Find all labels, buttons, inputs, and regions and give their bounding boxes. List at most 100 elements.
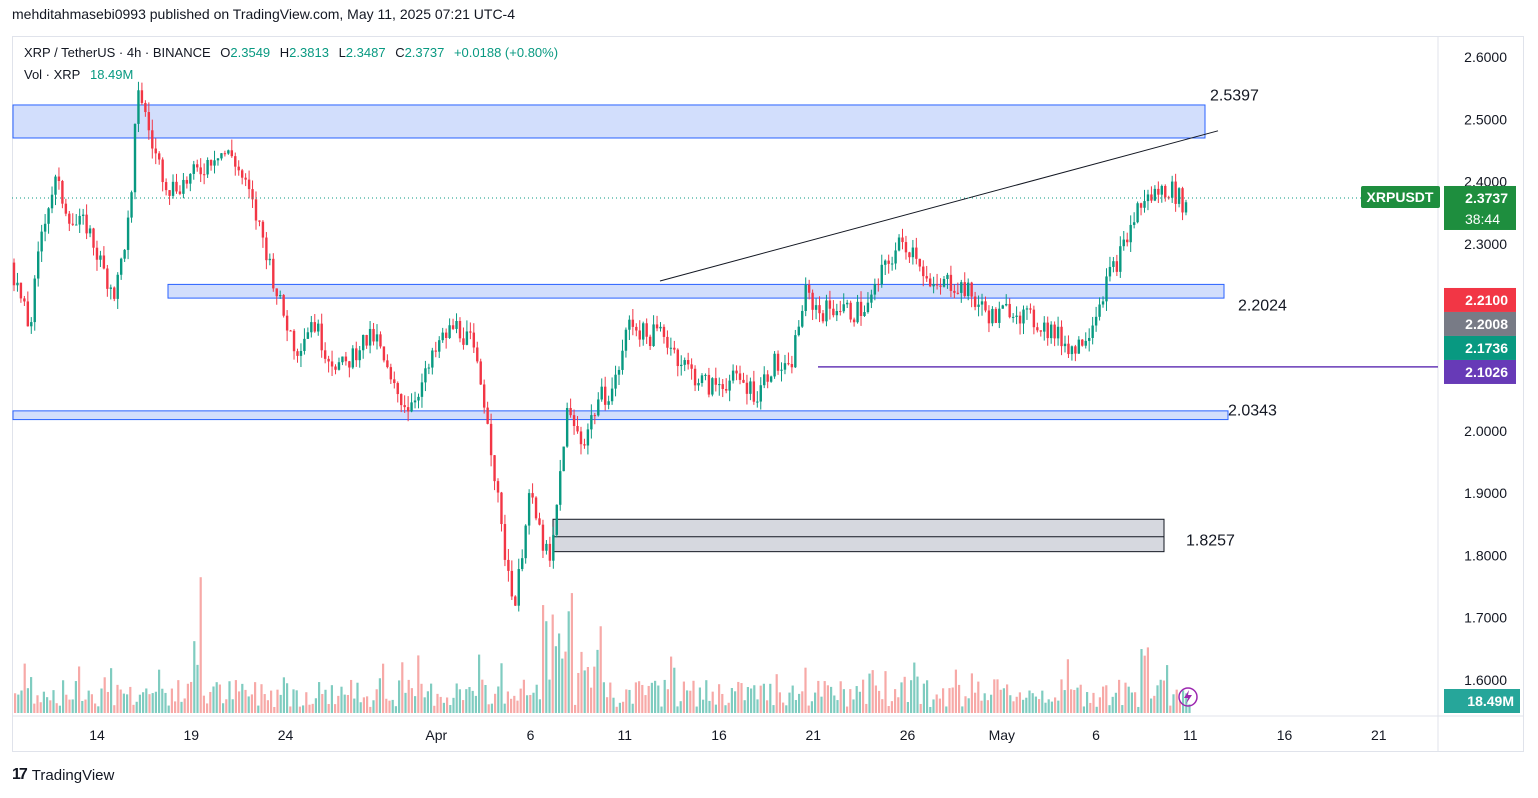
volume-bar (270, 690, 273, 713)
volume-bar (148, 694, 151, 713)
volume-bar (74, 681, 77, 713)
candle-body (935, 284, 939, 286)
candle-body (527, 493, 531, 526)
support-resistance-zone[interactable] (12, 410, 1229, 421)
volume-bar (142, 692, 145, 713)
candle-body (1008, 303, 1011, 318)
support-resistance-zone[interactable] (552, 518, 1165, 553)
candle-body (693, 368, 697, 386)
volume-bar (177, 680, 180, 713)
volume-bar (945, 706, 948, 713)
volume-bar (807, 705, 810, 713)
candle-body (700, 375, 704, 384)
volume-bar (641, 684, 644, 713)
candle-body (106, 268, 109, 289)
volume-bar (458, 689, 461, 713)
candle-body (1018, 315, 1022, 324)
candle-body (801, 310, 804, 327)
candle-body (151, 130, 154, 149)
support-resistance-zone[interactable] (12, 104, 1206, 139)
volume-bar (657, 685, 660, 713)
volume-bar (455, 683, 458, 713)
ohlc-low: L2.3487 (338, 45, 386, 60)
level-label: 2.0343 (1228, 402, 1277, 419)
volume-bar (305, 692, 308, 713)
volume-bar (983, 693, 986, 713)
volume-bar (330, 685, 333, 713)
volume-label[interactable]: Vol · XRP (24, 67, 81, 82)
volume-bar (618, 702, 621, 713)
volume-bar (750, 688, 753, 713)
volume-bar (186, 683, 189, 713)
volume-bar (1060, 679, 1063, 713)
candle-body (915, 247, 918, 259)
candle-body (752, 381, 756, 402)
volume-bar (250, 694, 253, 713)
volume-bar (951, 687, 954, 713)
volume-bar (398, 680, 401, 713)
volume-bar (359, 702, 362, 713)
candle-body (1039, 330, 1042, 332)
candle-body (327, 358, 330, 362)
volume-bar (727, 702, 730, 713)
volume-bar (263, 694, 266, 713)
symbol-tag (1361, 185, 1440, 208)
candle-body (1060, 326, 1063, 347)
volume-bar (894, 689, 897, 713)
tradingview-brand[interactable]: 17 TradingView (12, 766, 114, 784)
volume-bar (1063, 690, 1066, 713)
candle-body (562, 446, 565, 472)
volume-bar (119, 689, 122, 713)
ohlc-close: C2.3737 (395, 45, 445, 60)
volume-bar (404, 692, 407, 713)
candle-body (26, 301, 30, 327)
volume-bar (378, 678, 381, 713)
volume-bar (746, 687, 749, 713)
symbol-title[interactable]: XRP / TetherUS · 4h · BINANCE (24, 45, 211, 60)
volume-bar (593, 666, 596, 713)
volume-bar (193, 641, 196, 713)
volume-bar (420, 683, 423, 713)
candle-body (75, 224, 78, 226)
candle-body (897, 237, 901, 251)
volume-bar (497, 686, 500, 713)
volume-bar (484, 684, 487, 713)
volume-bar (1182, 690, 1185, 713)
candle-body (123, 249, 126, 259)
candle-body (375, 334, 379, 342)
candle-body (835, 311, 839, 316)
volume-bar (36, 695, 39, 713)
volume-bar (670, 656, 673, 713)
trend-line[interactable] (659, 130, 1219, 282)
volume-bar (234, 680, 237, 713)
candle-body (787, 363, 790, 365)
candle-body (1129, 224, 1132, 243)
volume-bar (695, 706, 698, 713)
volume-bar (938, 698, 941, 713)
candle-body (85, 214, 88, 234)
candle-body (88, 228, 92, 234)
candle-body (486, 407, 489, 424)
candle-body (1108, 266, 1112, 277)
volume-bar (1111, 696, 1114, 713)
volume-bar (1012, 701, 1015, 713)
volume-bar (679, 701, 682, 713)
candle-body (50, 194, 54, 209)
candle-body (676, 349, 679, 367)
volume-bar (506, 691, 509, 713)
candle-body (870, 294, 873, 303)
lightning-icon[interactable] (1178, 687, 1198, 707)
candle-body (1011, 316, 1015, 318)
volume-bar (766, 700, 769, 713)
volume-bar (929, 706, 932, 713)
candle-body (877, 284, 880, 286)
support-resistance-zone[interactable] (167, 283, 1225, 299)
candle-body (341, 356, 344, 363)
volume-bar (884, 671, 887, 713)
volume-bar (468, 687, 471, 713)
candle-body (299, 350, 303, 356)
volume-bar (122, 693, 125, 713)
volume-bar (1105, 685, 1108, 713)
candle-body (306, 332, 310, 339)
